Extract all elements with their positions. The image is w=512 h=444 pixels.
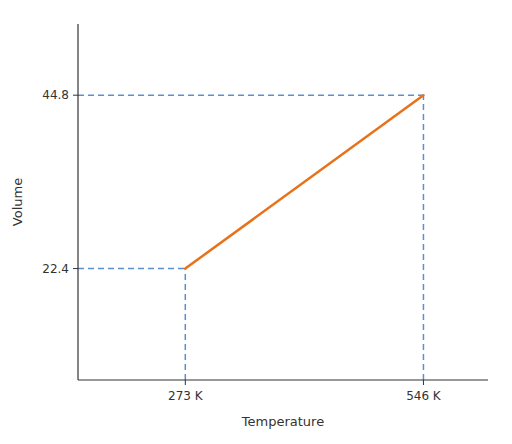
- y-tick-label: 44.8: [42, 88, 69, 102]
- y-tick-label: 22.4: [42, 262, 69, 276]
- drop-line-horizontal: [78, 268, 185, 270]
- x-tick: [185, 380, 186, 385]
- drop-line-horizontal: [78, 94, 423, 96]
- x-tick-label: 546 K: [406, 389, 442, 403]
- x-tick: [423, 380, 424, 385]
- series-line: [185, 95, 423, 268]
- x-axis-label: Temperature: [241, 414, 324, 429]
- y-tick: [73, 268, 78, 269]
- y-tick: [73, 95, 78, 96]
- drop-line-vertical: [423, 95, 425, 380]
- x-axis-line: [78, 379, 488, 380]
- x-tick-label: 273 K: [168, 389, 204, 403]
- chart-container: 273 K 546 K 22.4 44.8 Temperature Volume: [0, 0, 512, 444]
- chart-svg: 273 K 546 K 22.4 44.8 Temperature Volume: [0, 0, 512, 444]
- axes: 273 K 546 K 22.4 44.8: [42, 24, 488, 403]
- drop-line-vertical: [185, 269, 187, 380]
- y-axis-line: [77, 24, 78, 380]
- y-axis-label: Volume: [10, 178, 25, 226]
- plot-area: [78, 95, 423, 380]
